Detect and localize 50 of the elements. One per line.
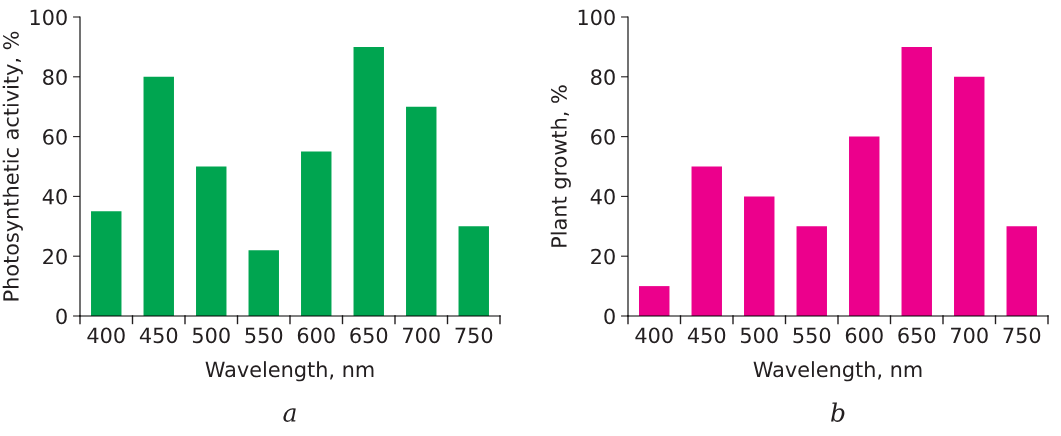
y-tick-label: 100: [30, 9, 67, 26]
x-tick-label: 500: [192, 327, 230, 344]
y-tick-label: 40: [590, 188, 615, 205]
y-tick-label: 80: [591, 69, 615, 86]
y-tick-label: 40: [42, 188, 67, 205]
bar: [248, 250, 279, 316]
bar: [639, 286, 670, 316]
bar: [744, 196, 775, 316]
x-tick-label: 400: [87, 327, 125, 344]
bar: [91, 211, 122, 316]
x-tick-label: 500: [740, 327, 778, 344]
y-tick-label: 0: [56, 308, 67, 325]
x-tick-label: 750: [1003, 327, 1041, 344]
x-tick-label: 650: [350, 327, 388, 344]
x-tick-label: 550: [793, 327, 831, 344]
y-tick-label: 60: [43, 129, 67, 145]
x-tick-label: 650: [898, 327, 936, 344]
text: b: [831, 402, 845, 422]
bar: [353, 46, 384, 316]
y-tick-label: 60: [591, 129, 615, 145]
x-tick-label: 450: [139, 327, 178, 344]
y-tick-label: 20: [43, 248, 67, 265]
x-tick-label: 700: [403, 327, 440, 344]
x-tick-label: 600: [297, 327, 335, 344]
y-tick-label: 20: [591, 248, 615, 265]
x-tick-label: 700: [951, 327, 988, 344]
x-tick-label: 750: [455, 327, 493, 344]
bar: [458, 226, 489, 316]
y-axis-title: Plant growth, %: [550, 85, 571, 247]
bar: [406, 106, 437, 316]
x-tick-label: 550: [245, 327, 283, 344]
bar: [954, 76, 985, 316]
bar: [301, 151, 332, 316]
bar: [143, 76, 174, 316]
x-axis-title: Wavelength, nm: [753, 361, 922, 382]
y-tick-label: 100: [578, 9, 615, 26]
y-tick-label: 80: [43, 69, 67, 86]
bar: [849, 136, 880, 316]
bar: [796, 226, 827, 316]
x-tick-label: 600: [845, 327, 883, 344]
bar: [196, 166, 227, 316]
bar: [1006, 226, 1037, 316]
y-axis-title: Photosynthetic activity, %: [2, 31, 23, 301]
bar: [691, 166, 722, 316]
x-tick-label: 400: [635, 327, 673, 344]
y-tick-label: 0: [604, 308, 615, 325]
x-axis-title: Wavelength, nm: [205, 361, 374, 382]
bar: [901, 46, 932, 316]
text: a: [283, 408, 296, 422]
x-tick-label: 450: [687, 327, 726, 344]
